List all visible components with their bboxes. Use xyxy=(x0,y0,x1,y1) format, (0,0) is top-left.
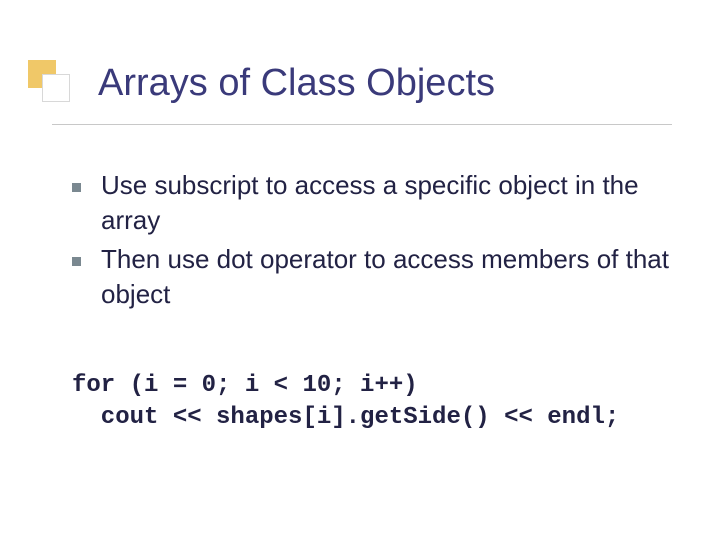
white-overlay-square xyxy=(42,74,70,102)
bullet-square-icon xyxy=(72,257,81,266)
list-item: Then use dot operator to access members … xyxy=(72,242,672,312)
code-example: for (i = 0; i < 10; i++) cout << shapes[… xyxy=(72,370,619,435)
bullet-list: Use subscript to access a specific objec… xyxy=(72,168,672,316)
code-line: cout << shapes[i].getSide() << endl; xyxy=(72,404,619,431)
corner-decoration xyxy=(28,60,70,102)
code-line: for (i = 0; i < 10; i++) xyxy=(72,372,418,399)
bullet-square-icon xyxy=(72,183,81,192)
title-underline xyxy=(52,124,672,125)
slide-title: Arrays of Class Objects xyxy=(98,62,495,105)
bullet-text: Use subscript to access a specific objec… xyxy=(101,168,672,238)
bullet-text: Then use dot operator to access members … xyxy=(101,242,672,312)
list-item: Use subscript to access a specific objec… xyxy=(72,168,672,238)
